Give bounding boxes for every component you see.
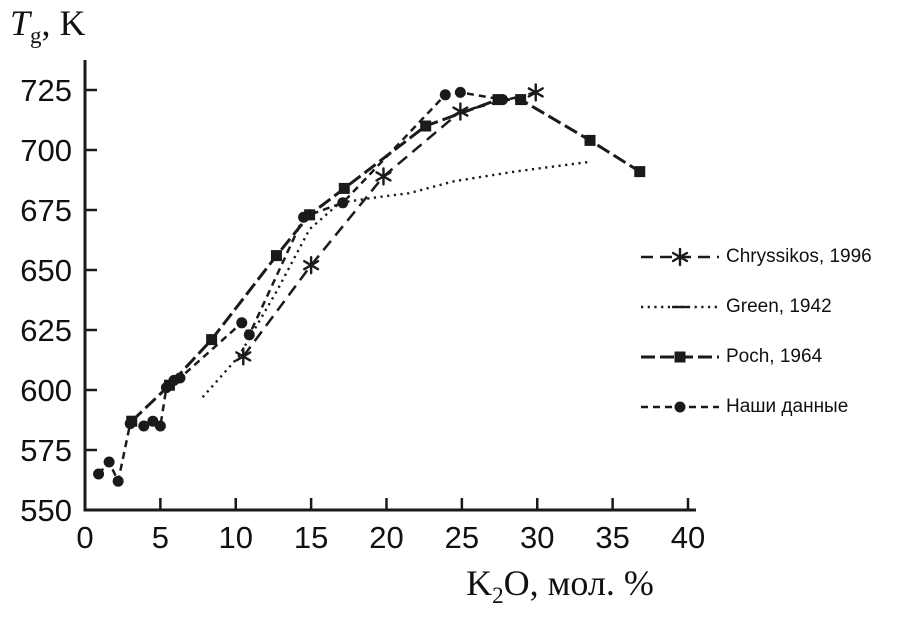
legend-label-green: Green, 1942	[726, 296, 832, 317]
svg-text:0: 0	[76, 520, 93, 555]
y-axis-title-subscript: g	[30, 23, 42, 49]
svg-text:600: 600	[20, 373, 72, 408]
legend-label-chryssikos: Chryssikos, 1996	[726, 246, 872, 267]
svg-text:550: 550	[20, 493, 72, 528]
y-axis-title-unit: , K	[41, 3, 86, 43]
svg-text:650: 650	[20, 253, 72, 288]
legend-item-chryssikos: Chryssikos, 1996	[640, 246, 872, 268]
svg-text:10: 10	[219, 520, 253, 555]
svg-text:35: 35	[595, 520, 629, 555]
legend-line-sample-chryssikos	[641, 247, 719, 267]
x-axis-title-subscript: 2	[492, 583, 504, 609]
legend-line-sample-poch	[641, 351, 719, 363]
legend-item-ours: Наши данные	[640, 396, 872, 418]
svg-text:15: 15	[294, 520, 328, 555]
svg-text:575: 575	[20, 433, 72, 468]
x-axis-title-unit: O, мол. %	[503, 563, 654, 603]
svg-text:5: 5	[152, 520, 169, 555]
legend-item-poch: Poch, 1964	[640, 346, 872, 368]
legend: Chryssikos, 1996 Green, 1942 Poch, 1964 …	[640, 246, 872, 418]
x-axis-title-element: K	[466, 563, 493, 603]
svg-text:675: 675	[20, 193, 72, 228]
svg-text:30: 30	[520, 520, 554, 555]
legend-line-sample-green	[641, 305, 719, 309]
svg-text:25: 25	[445, 520, 479, 555]
svg-text:625: 625	[20, 313, 72, 348]
legend-label-poch: Poch, 1964	[726, 346, 823, 367]
svg-text:725: 725	[20, 73, 72, 108]
legend-label-ours: Наши данные	[726, 396, 849, 417]
x-axis-title: K2O, мол. %	[380, 562, 740, 609]
legend-line-sample-ours	[641, 401, 719, 413]
svg-text:40: 40	[671, 520, 705, 555]
svg-text:700: 700	[20, 133, 72, 168]
y-axis-title-symbol: T	[10, 3, 31, 43]
svg-text:20: 20	[369, 520, 403, 555]
legend-item-green: Green, 1942	[640, 296, 872, 318]
y-axis-title: Tg, K	[10, 2, 86, 49]
